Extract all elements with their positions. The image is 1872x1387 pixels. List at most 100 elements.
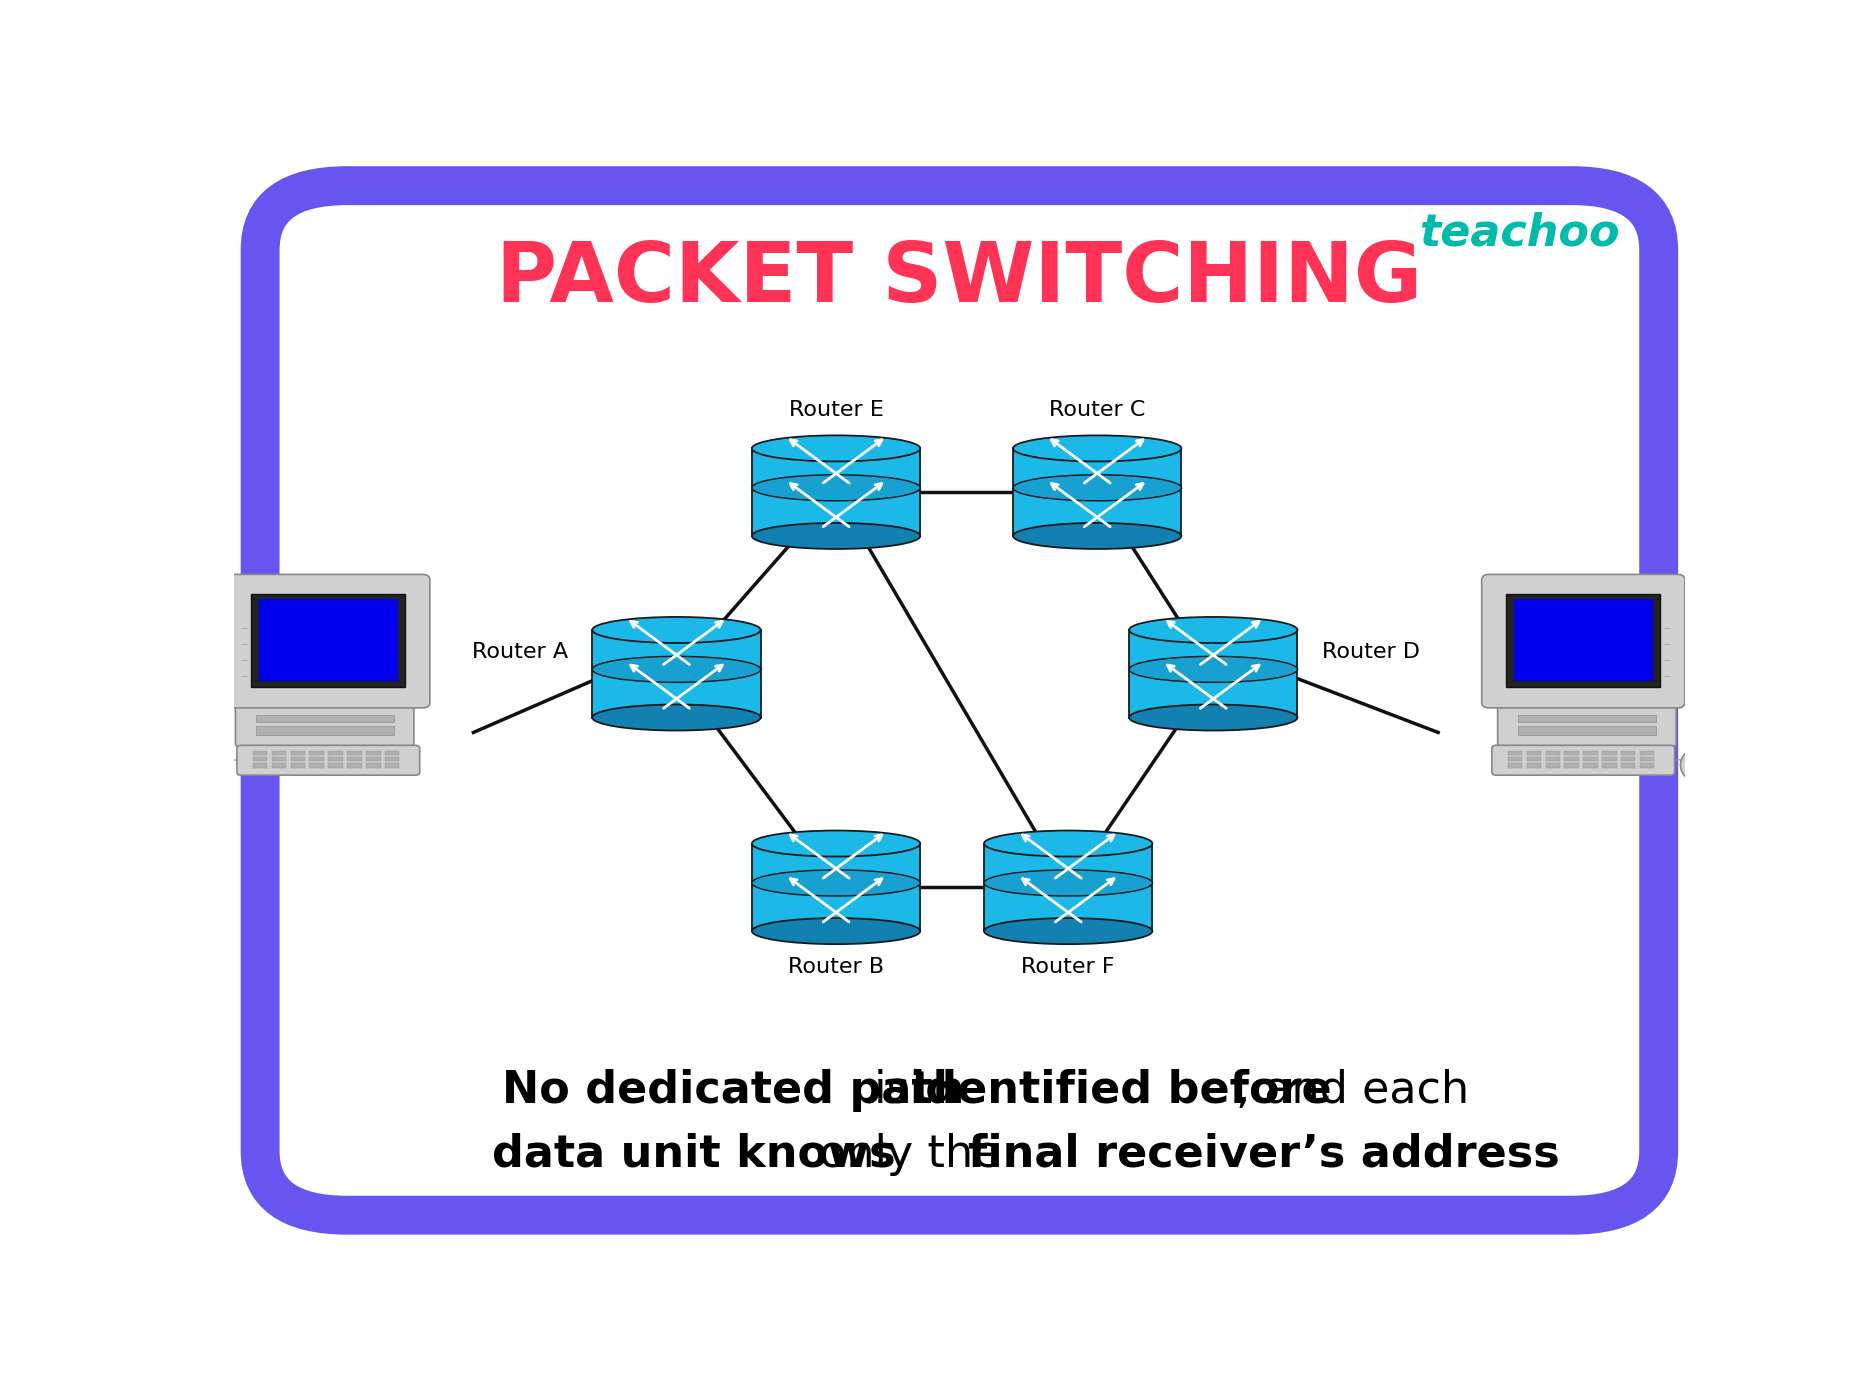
Bar <box>1546 763 1559 768</box>
Bar <box>256 725 393 735</box>
Ellipse shape <box>1013 436 1181 462</box>
Bar <box>309 750 324 755</box>
Ellipse shape <box>753 523 921 549</box>
Ellipse shape <box>753 831 921 857</box>
Ellipse shape <box>592 656 760 682</box>
Ellipse shape <box>1129 705 1297 731</box>
Bar <box>271 757 286 761</box>
Text: teachoo: teachoo <box>1419 211 1619 254</box>
Bar <box>985 843 1153 931</box>
Bar <box>1621 763 1636 768</box>
Bar <box>1546 750 1559 755</box>
Bar <box>386 757 399 761</box>
Bar <box>309 763 324 768</box>
Bar <box>1602 750 1617 755</box>
Text: No dedicated path: No dedicated path <box>502 1069 964 1112</box>
FancyBboxPatch shape <box>238 745 419 775</box>
Bar <box>328 750 343 755</box>
Bar <box>367 763 380 768</box>
Text: is: is <box>859 1069 925 1112</box>
Ellipse shape <box>985 831 1153 857</box>
Bar <box>1584 763 1599 768</box>
Ellipse shape <box>753 436 921 462</box>
Bar <box>1507 757 1522 761</box>
Ellipse shape <box>1129 617 1297 644</box>
Bar <box>251 594 404 687</box>
Text: data unit knows: data unit knows <box>492 1133 897 1176</box>
Bar <box>1640 763 1655 768</box>
Ellipse shape <box>1129 656 1297 682</box>
Bar <box>1640 750 1655 755</box>
Bar <box>253 750 268 755</box>
FancyBboxPatch shape <box>227 574 431 707</box>
Bar <box>1518 725 1657 735</box>
Bar <box>1528 763 1541 768</box>
Bar <box>1528 757 1541 761</box>
Bar <box>753 843 921 931</box>
Bar <box>1621 757 1636 761</box>
Bar <box>367 757 380 761</box>
Bar <box>1565 750 1578 755</box>
Bar <box>1129 630 1297 717</box>
Bar <box>1013 448 1181 535</box>
Text: only the: only the <box>805 1133 1015 1176</box>
Ellipse shape <box>592 617 760 644</box>
Bar <box>1507 594 1660 687</box>
Text: Router C: Router C <box>1048 399 1146 419</box>
Bar <box>253 763 268 768</box>
Bar <box>1518 716 1657 721</box>
Bar <box>256 716 393 721</box>
Bar <box>309 757 324 761</box>
Ellipse shape <box>592 705 760 731</box>
Bar <box>328 763 343 768</box>
Bar <box>346 757 361 761</box>
Bar <box>290 763 305 768</box>
Ellipse shape <box>753 870 921 896</box>
FancyBboxPatch shape <box>236 698 414 748</box>
Text: PACKET SWITCHING: PACKET SWITCHING <box>496 239 1423 319</box>
Text: Router A: Router A <box>472 642 567 663</box>
Text: final receiver’s address: final receiver’s address <box>968 1133 1559 1176</box>
Ellipse shape <box>753 474 921 501</box>
Bar <box>592 630 760 717</box>
Bar <box>1514 599 1653 681</box>
Bar <box>1621 750 1636 755</box>
Ellipse shape <box>197 749 228 781</box>
Text: identified before: identified before <box>910 1069 1331 1112</box>
Bar <box>753 448 921 535</box>
Bar <box>271 750 286 755</box>
Bar <box>1602 763 1617 768</box>
Bar <box>1507 750 1522 755</box>
Bar <box>328 757 343 761</box>
Text: Router F: Router F <box>1022 957 1116 976</box>
FancyBboxPatch shape <box>1492 745 1675 775</box>
Text: , and each: , and each <box>1236 1069 1470 1112</box>
Bar <box>1546 757 1559 761</box>
Bar <box>1507 763 1522 768</box>
Bar <box>386 763 399 768</box>
Bar <box>367 750 380 755</box>
Bar <box>1565 763 1578 768</box>
Bar <box>1584 750 1599 755</box>
Ellipse shape <box>753 918 921 945</box>
Text: Router E: Router E <box>788 399 884 419</box>
Bar <box>1584 757 1599 761</box>
Bar <box>1640 757 1655 761</box>
Bar <box>1602 757 1617 761</box>
Bar <box>346 750 361 755</box>
FancyBboxPatch shape <box>1483 574 1685 707</box>
Bar <box>1565 757 1578 761</box>
Ellipse shape <box>1013 474 1181 501</box>
Bar <box>1528 750 1541 755</box>
Bar <box>258 599 399 681</box>
Bar <box>290 757 305 761</box>
Bar <box>386 750 399 755</box>
Text: Router D: Router D <box>1322 642 1421 663</box>
Text: Router B: Router B <box>788 957 884 976</box>
Bar <box>271 763 286 768</box>
Ellipse shape <box>985 918 1153 945</box>
Ellipse shape <box>1013 523 1181 549</box>
Ellipse shape <box>1681 749 1713 781</box>
FancyBboxPatch shape <box>260 186 1659 1215</box>
Bar <box>290 750 305 755</box>
